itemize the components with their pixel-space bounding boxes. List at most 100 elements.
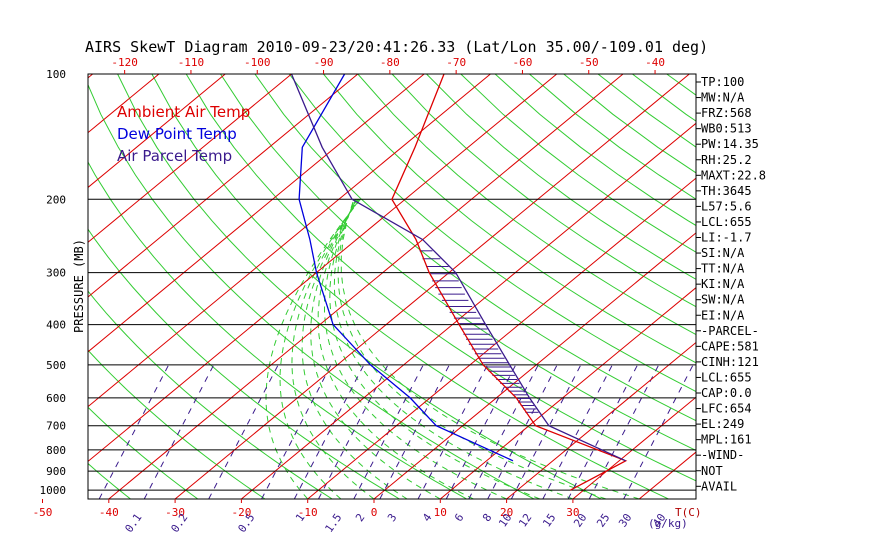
dry-adiabat (88, 349, 266, 499)
pressure-tick-label: 100 (46, 68, 66, 81)
pressure-tick-label: 900 (46, 465, 66, 478)
stat-label: LCL:655 (701, 370, 752, 384)
isotherm (373, 232, 696, 499)
mixing-ratio-line (542, 364, 613, 499)
dry-adiabat (88, 83, 535, 499)
isotherm (439, 287, 696, 499)
mixing-ratio-tick-label: 30 (616, 511, 634, 529)
stat-label: TP:100 (701, 75, 744, 89)
mixing-ratio-tick-label: 1.5 (322, 511, 344, 535)
stat-label: SI:N/A (701, 246, 745, 260)
top-temp-tick-label: -70 (446, 56, 466, 69)
isotherm (572, 396, 696, 499)
pressure-tick-label: 400 (46, 319, 66, 332)
moist-adiabat (317, 199, 474, 499)
bottom-temp-tick-label: -20 (231, 506, 251, 519)
moist-adiabat (279, 199, 361, 499)
top-temp-tick-label: -110 (178, 56, 205, 69)
stat-label: LI:-1.7 (701, 231, 752, 245)
mixing-ratio-line (143, 364, 215, 499)
bottom-temp-tick-label: 30 (566, 506, 579, 519)
legend-item: Air Parcel Temp (117, 147, 232, 165)
x-axis-label-mixing: (g/kg) (648, 517, 688, 530)
mixing-ratio-line (261, 364, 332, 499)
dry-adiabat (666, 74, 696, 96)
stat-label: TH:3645 (701, 184, 752, 198)
bottom-temp-tick-label: 20 (500, 506, 513, 519)
mixing-ratio-tick-label: 10 (496, 511, 514, 529)
moist-adiabat (291, 199, 375, 499)
moist-adiabat (333, 199, 574, 499)
isotherm (88, 74, 359, 298)
stat-label: LFC:654 (701, 402, 752, 416)
top-temp-tick-label: -40 (645, 56, 665, 69)
isotherm (174, 74, 690, 499)
dry-adiabat (88, 161, 467, 499)
stat-label: L57:5.6 (701, 199, 752, 213)
bottom-temp-tick-label: -30 (165, 506, 185, 519)
mixing-ratio-tick-label: 15 (540, 511, 558, 529)
isotherm (88, 74, 226, 189)
dry-adiabat (460, 74, 696, 253)
stat-label: -WIND- (701, 448, 744, 462)
air-parcel-temp-line (290, 74, 626, 462)
isotherm (506, 341, 696, 499)
top-temp-tick-label: -120 (111, 56, 138, 69)
bottom-temp-tick-label: -40 (99, 506, 119, 519)
pressure-tick-label: 1000 (40, 484, 67, 497)
y-axis-label: PRESSURE (MB) (72, 239, 86, 333)
dry-adiabat (323, 74, 696, 364)
mixing-ratio-tick-label: 25 (594, 511, 612, 529)
isotherm (88, 74, 558, 463)
stat-label: EI:N/A (701, 308, 745, 322)
mixing-ratio-line (293, 364, 365, 499)
stat-label: KI:N/A (701, 277, 745, 291)
legend-item: Dew Point Temp (117, 125, 237, 143)
isotherm (241, 122, 696, 499)
moist-adiabat (310, 199, 441, 499)
isotherm (88, 74, 292, 243)
stat-label: CINH:121 (701, 355, 759, 369)
mixing-ratio-line (567, 364, 638, 499)
mixing-ratio-line (208, 364, 279, 499)
pressure-tick-label: 500 (46, 359, 66, 372)
dry-adiabat (185, 74, 696, 482)
isotherm (307, 177, 696, 499)
stat-label: SW:N/A (701, 293, 745, 307)
dew-point-temp-line (298, 74, 514, 462)
isotherm (108, 74, 624, 499)
dry-adiabat (88, 406, 199, 499)
mixing-ratio-tick-label: 40 (650, 511, 668, 529)
stat-label: TT:N/A (701, 262, 745, 276)
moist-adiabat (329, 199, 540, 499)
x-axis-label-temp: T(C) (675, 506, 702, 519)
moist-adiabat (324, 199, 507, 499)
bottom-temp-tick-label: 0 (371, 506, 378, 519)
bottom-temp-tick-label: 10 (434, 506, 447, 519)
stat-label: CAPE:581 (701, 339, 759, 353)
stat-label: WB0:513 (701, 122, 752, 136)
legend-item: Ambient Air Temp (117, 103, 250, 121)
dry-adiabat (88, 290, 333, 499)
isotherm (88, 74, 491, 408)
moist-adiabat (301, 199, 408, 499)
dry-adiabat (391, 74, 696, 308)
mixing-ratio-line (98, 364, 170, 499)
mixing-ratio-tick-label: 12 (516, 511, 534, 529)
stat-label: MAXT:22.8 (701, 168, 766, 182)
stat-label: FRZ:568 (701, 106, 752, 120)
moist-adiabat (340, 199, 640, 499)
dry-adiabat (220, 74, 696, 451)
mixing-ratio-line (487, 364, 558, 499)
top-temp-tick-label: -90 (314, 56, 334, 69)
mixing-ratio-line (468, 364, 539, 499)
plot-frame (87, 73, 697, 500)
stat-label: PW:14.35 (701, 137, 759, 151)
top-temp-tick-label: -60 (513, 56, 533, 69)
mixing-ratio-line (417, 364, 488, 499)
stat-label: RH:25.2 (701, 153, 752, 167)
mixing-ratio-tick-label: 4 (420, 511, 435, 524)
mixing-ratio-line (379, 364, 450, 499)
mixing-ratio-line (445, 364, 517, 499)
